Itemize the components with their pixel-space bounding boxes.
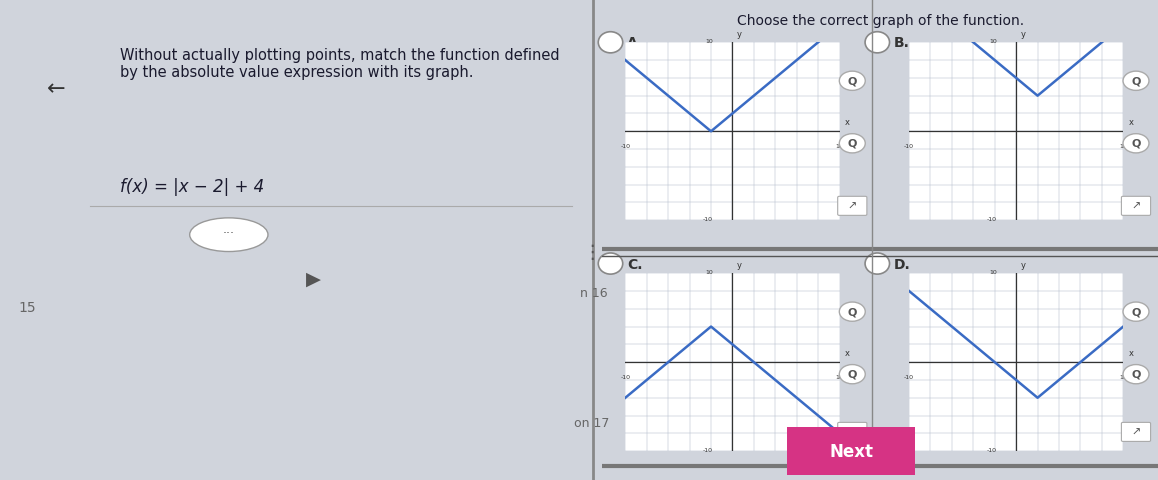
Text: ⋮: ⋮ [582, 242, 601, 262]
Text: Q: Q [1131, 307, 1141, 316]
Text: y: y [1020, 30, 1026, 39]
Text: Q: Q [848, 307, 857, 316]
Text: $\leftarrow$: $\leftarrow$ [43, 77, 66, 97]
Text: -10: -10 [703, 447, 713, 452]
Text: -10: -10 [904, 374, 914, 379]
Text: 10: 10 [1120, 144, 1127, 149]
Circle shape [1123, 134, 1149, 154]
Text: y: y [736, 260, 742, 269]
Text: x: x [845, 348, 850, 357]
Circle shape [840, 365, 865, 384]
Circle shape [1123, 302, 1149, 322]
Text: 10: 10 [989, 39, 997, 44]
Text: 10: 10 [705, 39, 713, 44]
Text: D.: D. [894, 257, 910, 271]
FancyBboxPatch shape [837, 422, 867, 442]
Text: 10: 10 [836, 144, 843, 149]
Text: Q: Q [1131, 139, 1141, 148]
Circle shape [840, 72, 865, 91]
Text: ↗: ↗ [848, 202, 857, 211]
Text: Q: Q [848, 76, 857, 86]
Text: A.: A. [628, 36, 644, 50]
Text: -10: -10 [621, 144, 630, 149]
Text: ↗: ↗ [1131, 427, 1141, 437]
Text: f(x) = |x − 2| + 4: f(x) = |x − 2| + 4 [120, 178, 265, 195]
Text: n 16: n 16 [580, 286, 608, 300]
Text: on 17: on 17 [574, 416, 610, 429]
Text: Q: Q [848, 139, 857, 148]
Text: Next: Next [829, 442, 873, 460]
Text: ▶: ▶ [306, 269, 321, 288]
Text: y: y [1020, 260, 1026, 269]
FancyBboxPatch shape [1121, 422, 1151, 442]
Text: ↗: ↗ [1131, 202, 1141, 211]
Ellipse shape [190, 218, 267, 252]
Circle shape [599, 253, 623, 275]
Text: -10: -10 [904, 144, 914, 149]
Text: -10: -10 [621, 374, 630, 379]
Circle shape [1123, 72, 1149, 91]
Text: -10: -10 [987, 447, 997, 452]
Text: 10: 10 [1120, 374, 1127, 379]
Circle shape [840, 302, 865, 322]
Circle shape [1123, 365, 1149, 384]
Text: y: y [736, 30, 742, 39]
Text: Q: Q [848, 369, 857, 379]
Text: C.: C. [628, 257, 643, 271]
Text: 10: 10 [836, 374, 843, 379]
Text: -10: -10 [987, 217, 997, 222]
Text: Q: Q [1131, 369, 1141, 379]
Text: Q: Q [1131, 76, 1141, 86]
Circle shape [840, 134, 865, 154]
Text: 2: 2 [1141, 430, 1148, 444]
Text: 10: 10 [989, 270, 997, 275]
FancyBboxPatch shape [1121, 197, 1151, 216]
Text: 10: 10 [705, 270, 713, 275]
Text: x: x [1129, 118, 1134, 127]
Text: Without actually plotting points, match the function defined
by the absolute val: Without actually plotting points, match … [120, 48, 560, 80]
Text: 15: 15 [19, 300, 36, 314]
Text: x: x [1129, 348, 1134, 357]
Text: -10: -10 [703, 217, 713, 222]
Text: ↗: ↗ [848, 427, 857, 437]
FancyBboxPatch shape [777, 423, 925, 479]
Circle shape [865, 33, 889, 54]
Text: Choose the correct graph of the function.: Choose the correct graph of the function… [736, 14, 1024, 28]
Text: ···: ··· [222, 226, 235, 240]
Circle shape [599, 33, 623, 54]
FancyBboxPatch shape [837, 197, 867, 216]
Circle shape [865, 253, 889, 275]
Text: B.: B. [894, 36, 910, 50]
Text: x: x [845, 118, 850, 127]
